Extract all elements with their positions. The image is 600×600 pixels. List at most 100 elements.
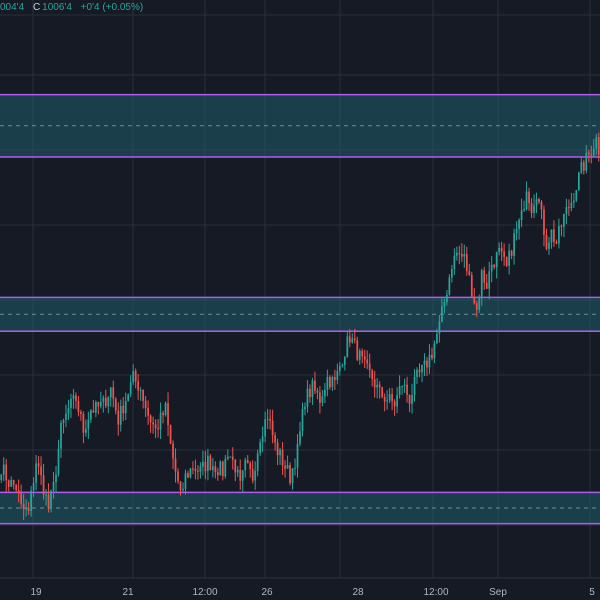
candle-body	[226, 456, 229, 459]
candle-body	[381, 387, 384, 398]
candle-body	[256, 453, 259, 472]
x-axis-label: 28	[352, 587, 364, 598]
candle-body	[595, 137, 598, 149]
candle-body	[7, 480, 10, 487]
candle-body	[329, 376, 331, 388]
candle-body	[67, 407, 70, 414]
candle-body	[251, 468, 254, 481]
candle-body	[577, 172, 580, 191]
candle-body	[590, 154, 593, 156]
candle-body	[533, 205, 535, 213]
candle-body	[555, 241, 558, 244]
candle-body	[480, 270, 483, 298]
candle-body	[592, 148, 595, 156]
candle-body	[572, 200, 575, 203]
candle-body	[224, 458, 227, 477]
candle-body	[211, 466, 214, 470]
candle-body	[398, 386, 401, 396]
candle-body	[37, 463, 40, 467]
candle-body	[127, 394, 130, 402]
candle-body	[396, 395, 398, 407]
candle-body	[102, 397, 105, 402]
candle-body	[197, 470, 199, 472]
candles	[0, 132, 600, 521]
candle-body	[25, 508, 28, 510]
candle-body	[299, 431, 301, 444]
candle-body	[518, 220, 520, 229]
candle-body	[545, 234, 548, 249]
candle-body	[162, 412, 164, 416]
candle-body	[112, 387, 115, 399]
candle-body	[147, 407, 150, 416]
candle-body	[563, 213, 565, 227]
candle-body	[94, 401, 97, 413]
candle-body	[408, 394, 411, 404]
candle-body	[353, 338, 356, 341]
candle-body	[62, 419, 65, 423]
candle-body	[525, 191, 528, 209]
candle-body	[99, 401, 102, 407]
candle-body	[134, 370, 137, 382]
candle-body	[356, 340, 359, 360]
candle-body	[366, 359, 369, 364]
candle-body	[266, 418, 269, 420]
candle-body	[20, 493, 23, 504]
candle-body	[117, 410, 120, 425]
candle-body	[57, 448, 60, 475]
candle-body	[259, 442, 262, 454]
candle-body	[47, 494, 50, 509]
candle-body	[436, 333, 438, 344]
candle-body	[187, 473, 189, 478]
candle-body	[15, 484, 18, 491]
candle-body	[528, 191, 530, 203]
candle-body	[358, 350, 361, 360]
candle-body	[470, 275, 473, 298]
candle-body	[194, 468, 197, 471]
candle-body	[274, 435, 276, 443]
candle-body	[508, 250, 510, 266]
candle-body	[192, 468, 194, 470]
candle-body	[97, 401, 100, 407]
candle-body	[314, 380, 316, 391]
candle-body	[202, 461, 204, 467]
candle-body	[483, 270, 486, 283]
candle-body	[585, 152, 588, 171]
candle-body	[137, 381, 140, 391]
candle-body	[177, 471, 179, 482]
candle-body	[510, 250, 513, 256]
candle-body	[495, 252, 498, 268]
candle-body	[568, 207, 570, 209]
candle-body	[341, 364, 344, 366]
candle-body	[411, 394, 413, 404]
close-label: C	[32, 2, 41, 13]
candle-body	[363, 356, 366, 360]
x-axis-label: 5	[589, 587, 595, 598]
candle-body	[500, 247, 503, 252]
candle-body	[182, 488, 184, 491]
candle-body	[107, 397, 110, 407]
candle-body	[294, 467, 296, 469]
candle-body	[279, 449, 281, 456]
candle-body	[289, 465, 291, 484]
candle-body	[348, 336, 351, 343]
candle-body	[543, 209, 545, 235]
candle-body	[460, 253, 463, 257]
candle-body	[154, 424, 157, 429]
candle-body	[32, 482, 35, 491]
candle-body	[184, 473, 187, 489]
candle-body	[249, 463, 252, 469]
candle-body	[453, 255, 456, 270]
candle-body	[22, 503, 25, 510]
candle-body	[441, 306, 443, 322]
candle-body	[284, 465, 286, 469]
candle-body	[204, 461, 207, 472]
candle-body	[428, 354, 431, 368]
candle-body	[70, 398, 72, 408]
candle-body	[221, 461, 224, 477]
candle-body	[2, 464, 5, 475]
candle-body	[580, 162, 583, 173]
candle-body	[433, 343, 436, 359]
candle-body	[104, 397, 107, 407]
